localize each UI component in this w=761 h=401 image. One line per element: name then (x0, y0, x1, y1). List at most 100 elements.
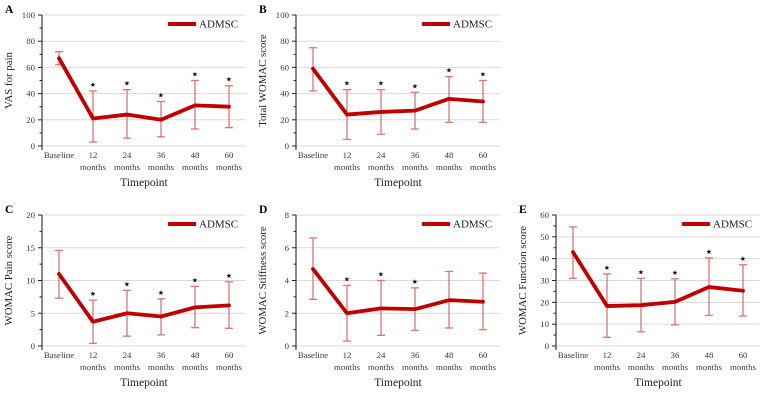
category-label: 24 (637, 350, 646, 360)
data-line (57, 272, 231, 324)
significance-star: ★ (480, 71, 486, 79)
y-tick-label: 4 (285, 276, 290, 286)
y-tick-label: 60 (280, 62, 289, 72)
significance-star: ★ (412, 278, 418, 286)
category-label: 12 (603, 350, 612, 360)
y-tick-label: 0 (31, 341, 36, 351)
significance-star: ★ (378, 80, 384, 88)
category-label: 60 (225, 350, 234, 360)
category-label: 24 (123, 350, 132, 360)
x-axis-title: Timepoint (120, 377, 168, 389)
chart-svg: 0 20 40 60 80 100 Baseline 12 months 24 months 36 mo… (3, 4, 246, 189)
significance-star: ★ (90, 290, 96, 298)
category-label: months (216, 162, 242, 172)
significance-star: ★ (124, 80, 130, 88)
significance-star: ★ (192, 71, 198, 79)
chart-svg: 0 20 40 60 80 100 Baseline 12 months 24 months 36 mo… (257, 4, 500, 189)
panel-letter: E (519, 204, 527, 216)
category-label: 24 (123, 150, 132, 160)
category-label: 48 (191, 150, 200, 160)
panel-c-womac-pain-score: 0 5 10 15 20 Baseline 12 months 24 months 36 months… (0, 200, 254, 401)
y-tick-label: 0 (285, 341, 290, 351)
y-tick-label: 5 (31, 308, 36, 318)
panel-b-total-womac-score: 0 20 40 60 80 100 Baseline 12 months 24 months 36 mo… (254, 0, 508, 201)
category-label: months (182, 362, 208, 372)
category-label: months (368, 162, 394, 172)
y-tick-label: 10 (540, 319, 549, 329)
y-tick-label: 20 (26, 210, 35, 220)
y-tick-label: 15 (26, 243, 35, 253)
category-label: months (114, 162, 140, 172)
category-label: 60 (479, 150, 488, 160)
category-label: months (662, 362, 688, 372)
significance-star: ★ (226, 76, 232, 84)
y-tick-label: 0 (31, 141, 36, 151)
y-tick-label: 40 (540, 254, 549, 264)
category-label: 48 (705, 350, 714, 360)
x-axis-title: Timepoint (634, 377, 682, 389)
y-tick-label: 0 (285, 141, 290, 151)
y-tick-label: 60 (540, 210, 549, 220)
significance-star: ★ (638, 268, 644, 276)
significance-star: ★ (412, 82, 418, 90)
category-label: months (730, 362, 756, 372)
y-tick-label: 40 (280, 89, 289, 99)
y-axis-title: Total WOMAC score (257, 34, 269, 127)
category-label: Baseline (298, 150, 328, 160)
data-line (571, 250, 745, 308)
y-tick-label: 20 (26, 115, 35, 125)
category-label: months (436, 162, 462, 172)
category-label: 60 (225, 150, 234, 160)
category-label: 24 (377, 350, 386, 360)
legend-label: ADMSC (453, 19, 492, 31)
data-line (311, 267, 485, 316)
category-label: months (402, 162, 428, 172)
significance-star: ★ (158, 91, 164, 99)
legend-label: ADMSC (199, 19, 238, 31)
y-tick-label: 80 (280, 36, 289, 46)
category-label: 24 (377, 150, 386, 160)
category-label: 36 (411, 150, 420, 160)
y-tick-label: 60 (26, 62, 35, 72)
x-axis-title: Timepoint (374, 377, 422, 389)
y-tick-label: 6 (285, 243, 290, 253)
panel-a-vas-for-pain: 0 20 40 60 80 100 Baseline 12 months 24 months 36 mo… (0, 0, 254, 201)
y-tick-label: 20 (540, 297, 549, 307)
significance-star: ★ (192, 276, 198, 284)
y-tick-label: 10 (26, 276, 35, 286)
category-label: 12 (343, 150, 352, 160)
chart-svg: 0 10 20 30 40 50 60 Baseline 12 months 24 months 36 m… (517, 204, 760, 389)
category-label: months (148, 162, 174, 172)
category-label: months (148, 362, 174, 372)
y-axis-title: WOMAC Function score (517, 226, 529, 335)
significance-star: ★ (124, 280, 130, 288)
category-label: Baseline (44, 350, 74, 360)
category-label: months (80, 162, 106, 172)
category-label: months (402, 362, 428, 372)
y-tick-label: 0 (545, 341, 550, 351)
data-line (311, 66, 485, 117)
category-label: 36 (157, 350, 166, 360)
y-axis-title: WOMAC Stiffness score (257, 226, 269, 335)
significance-star: ★ (604, 264, 610, 272)
category-label: 12 (89, 150, 98, 160)
category-label: 36 (411, 350, 420, 360)
category-label: 12 (343, 350, 352, 360)
y-axis-title: VAS for pain (3, 52, 15, 109)
category-label: 36 (157, 150, 166, 160)
category-label: 48 (445, 350, 454, 360)
significance-star: ★ (378, 271, 384, 279)
category-label: months (80, 362, 106, 372)
x-axis-title: Timepoint (374, 177, 422, 189)
x-axis-title: Timepoint (120, 177, 168, 189)
significance-star: ★ (446, 67, 452, 75)
category-label: 12 (89, 350, 98, 360)
y-tick-label: 40 (26, 89, 35, 99)
category-label: months (594, 362, 620, 372)
category-label: months (182, 162, 208, 172)
significance-star: ★ (344, 275, 350, 283)
category-label: 48 (191, 350, 200, 360)
significance-star: ★ (740, 255, 746, 263)
